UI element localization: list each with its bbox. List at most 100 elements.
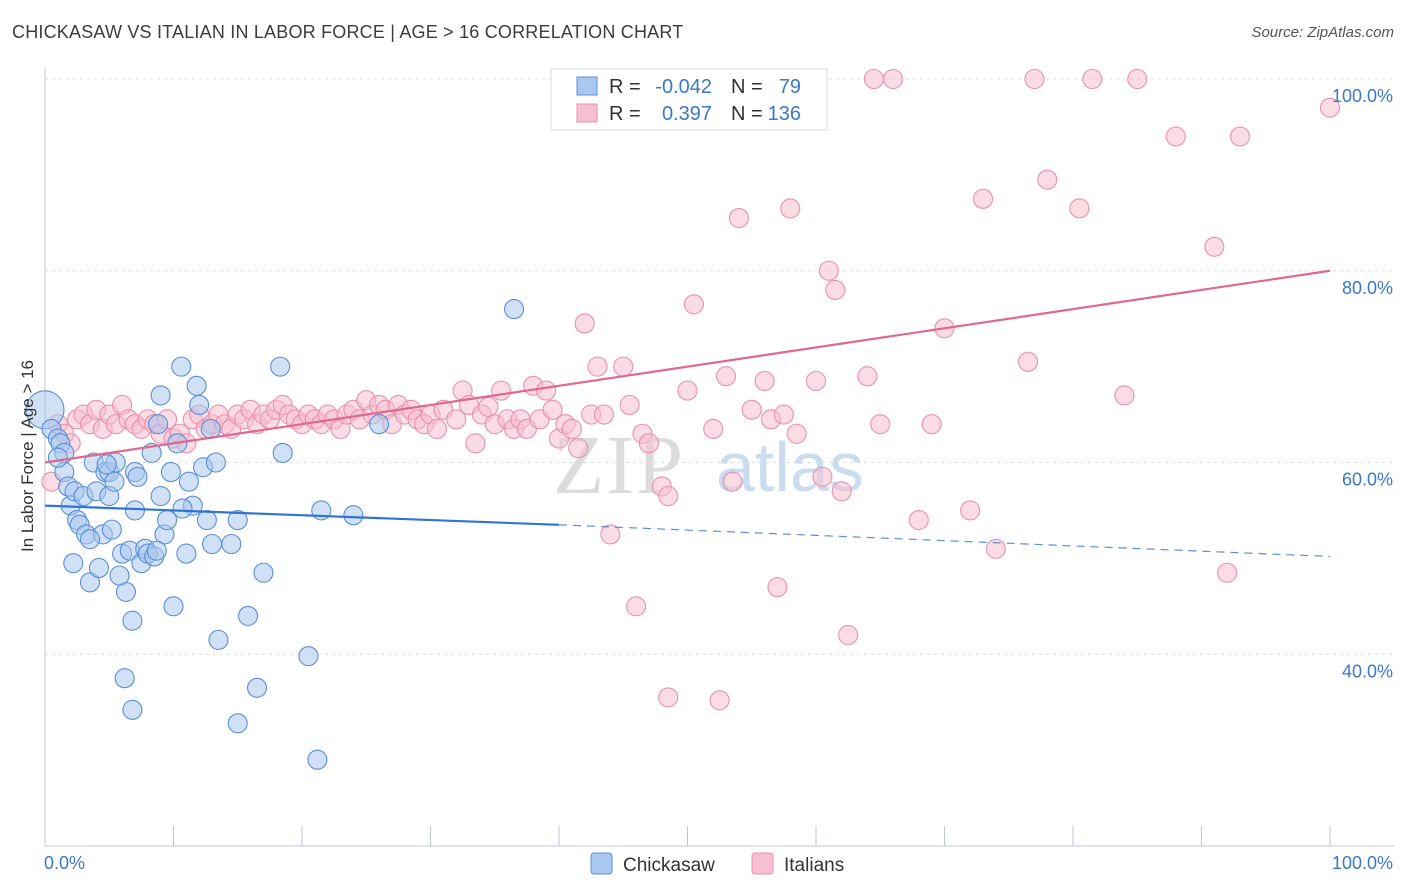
italians-point-105	[767, 577, 788, 598]
chickasaw-point-78	[200, 418, 221, 439]
source-label: Source: ZipAtlas.com	[1251, 24, 1394, 41]
chickasaw-point-69	[122, 699, 143, 720]
italians-point-102	[741, 399, 762, 420]
chickasaw-point-73	[96, 454, 117, 475]
chickasaw-trend-line	[44, 504, 560, 526]
legend-r-label-2: R =	[609, 103, 641, 125]
italians-point-135	[1230, 126, 1251, 147]
chickasaw-point-55	[221, 533, 242, 555]
italians-point-88	[619, 394, 640, 416]
italians-point-134	[1217, 562, 1238, 583]
chickasaw-point-52	[202, 533, 223, 555]
chickasaw-trend-extension	[558, 524, 1331, 558]
italians-point-80	[561, 418, 582, 439]
italians-point-109	[805, 370, 827, 392]
italians-point-86	[600, 524, 621, 545]
italians-point-126	[1024, 68, 1045, 90]
chickasaw-point-37	[150, 385, 171, 406]
italians-point-106	[773, 404, 794, 425]
bottom-legend-label-chickasaw: Chickasaw	[623, 855, 715, 876]
italians-point-128	[1069, 198, 1090, 219]
italians-point-94	[658, 687, 679, 708]
italians-point-131	[1127, 68, 1148, 90]
chickasaw-point-67	[503, 299, 525, 320]
gridlines	[45, 78, 1394, 655]
italians-point-65	[465, 433, 486, 454]
chickasaw-point-66	[369, 414, 390, 435]
italians-point-77	[542, 399, 563, 420]
y-tick-label-0: 40.0%	[1342, 661, 1393, 681]
y-axis-title: In Labor Force | Age > 16	[18, 360, 37, 552]
chickasaw-point-42	[163, 596, 184, 617]
chickasaw-point-41	[160, 462, 181, 483]
italians-point-124	[985, 538, 1006, 559]
italians-point-91	[638, 433, 660, 454]
y-tick-label-2: 80.0%	[1342, 278, 1393, 298]
italians-points	[41, 68, 1341, 711]
legend-n-label-1: N =	[731, 76, 763, 98]
italians-point-112	[825, 279, 846, 300]
chart-title: CHICKASAW VS ITALIAN IN LABOR FORCE | AG…	[12, 22, 684, 42]
chickasaw-point-38	[150, 486, 171, 507]
bottom-legend-label-italians: Italians	[784, 855, 844, 876]
italians-point-87	[613, 356, 634, 377]
italians-point-76	[536, 380, 557, 401]
chickasaw-point-74	[127, 466, 148, 487]
chickasaw-point-68	[114, 668, 135, 689]
italians-point-62	[446, 409, 467, 430]
italians-point-120	[921, 414, 942, 435]
bottom-legend-swatch-italians	[751, 852, 774, 875]
italians-point-127	[1037, 169, 1058, 190]
italians-point-119	[908, 509, 929, 531]
chickasaw-point-71	[47, 447, 68, 468]
italians-point-117	[870, 414, 891, 435]
chickasaw-point-76	[109, 565, 130, 586]
chickasaw-point-65	[343, 505, 364, 526]
chickasaw-point-49	[189, 394, 210, 416]
chickasaw-point-70	[227, 713, 248, 734]
chickasaw-point-28	[122, 610, 143, 631]
italians-point-116	[863, 68, 884, 90]
chickasaw-point-54	[208, 629, 229, 650]
chickasaw-point-36	[148, 414, 169, 435]
italians-point-60	[426, 418, 447, 439]
chickasaw-point-77	[172, 498, 193, 519]
chickasaw-point-16	[88, 557, 110, 579]
x-tick-label-max: 100.0%	[1332, 853, 1393, 873]
chickasaw-point-62	[298, 646, 319, 667]
italians-point-96	[683, 294, 704, 315]
y-tick-labels: 40.0% 60.0% 80.0% 100.0%	[1332, 86, 1393, 681]
italians-trend-line	[44, 269, 1331, 464]
legend-r-value-1: -0.042	[655, 76, 712, 98]
bottom-legend: Chickasaw Italians	[590, 852, 844, 876]
legend-swatch-chickasaw	[576, 76, 598, 96]
italians-point-110	[812, 466, 833, 487]
italians-point-125	[1017, 351, 1039, 372]
italians-point-93	[658, 486, 679, 507]
legend-n-label-2: N =	[731, 103, 763, 125]
italians-point-123	[972, 188, 994, 209]
x-tick-label-min: 0.0%	[44, 853, 85, 873]
italians-point-122	[960, 500, 981, 521]
italians-point-114	[838, 625, 859, 646]
italians-point-130	[1114, 385, 1135, 406]
italians-point-99	[715, 366, 737, 387]
legend-n-value-1: 79	[779, 76, 801, 98]
bottom-legend-swatch-chickasaw	[590, 852, 613, 875]
italians-point-95	[677, 380, 698, 401]
legend-n-value-2: 136	[768, 103, 801, 125]
italians-point-89	[626, 596, 647, 617]
chickasaw-points	[25, 299, 525, 770]
chickasaw-point-13	[79, 572, 101, 593]
chickasaw-point-60	[270, 356, 291, 377]
italians-point-133	[1204, 236, 1225, 257]
y-tick-label-3: 100.0%	[1332, 86, 1393, 106]
legend-box: R = -0.042 N = 79 R = 0.397 N = 136	[550, 68, 828, 131]
chickasaw-point-57	[237, 605, 259, 626]
chickasaw-point-59	[253, 562, 274, 583]
x-ticks	[44, 826, 1331, 846]
italians-point-98	[709, 690, 730, 711]
italians-point-136	[1319, 97, 1341, 118]
chickasaw-point-24	[63, 553, 84, 574]
italians-point-132	[1165, 126, 1186, 147]
